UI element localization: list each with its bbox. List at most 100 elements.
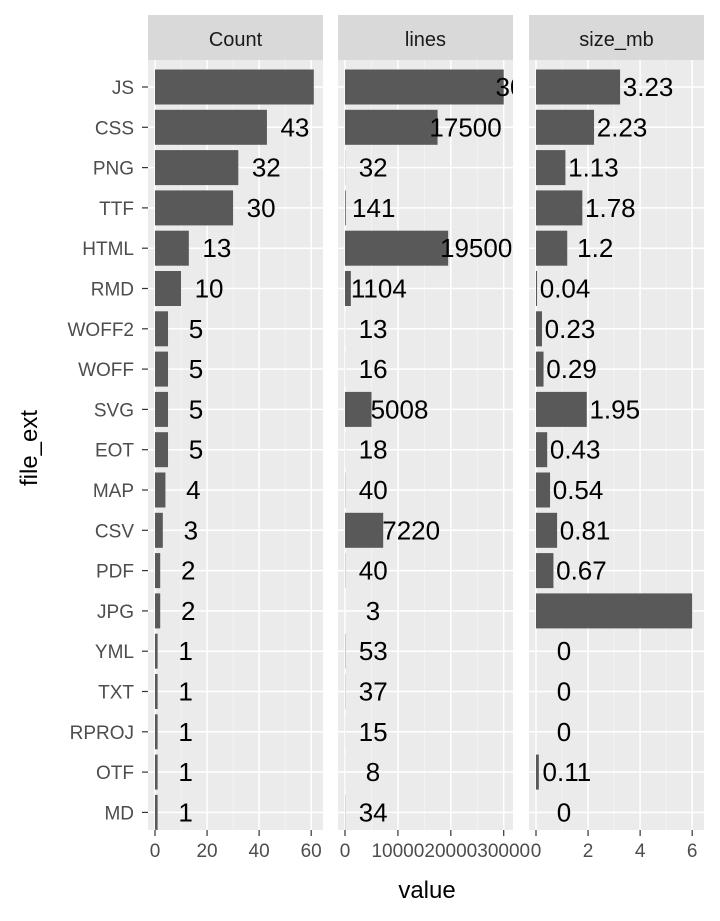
data-label-eot: 18 (359, 435, 388, 465)
category-label-jpg: JPG (97, 602, 134, 623)
data-label-woff2: 13 (359, 314, 388, 344)
panel-lines: lines30000175003214119500110413165008184… (338, 15, 568, 862)
data-label-otf: 1 (178, 757, 192, 787)
category-label-svg: SVG (94, 400, 134, 421)
x-tick-label: 6 (687, 841, 698, 862)
bar-pdf (155, 553, 161, 589)
strip-background (148, 15, 323, 60)
data-label-pdf: 40 (359, 556, 388, 586)
bar-html (155, 230, 189, 266)
data-label-svg: 1.95 (589, 394, 640, 424)
x-tick-label: 60 (301, 841, 322, 862)
panel-Count: Count61433230131055554322111110204060 (148, 15, 323, 862)
category-label-png: PNG (93, 159, 134, 180)
bar-jpg (536, 593, 693, 629)
chart-panels: Count61433230131055554322111110204060lin… (148, 15, 704, 862)
x-tick-label: 20000 (424, 841, 477, 862)
panel-background (148, 60, 323, 830)
x-axis-title: value (398, 877, 455, 904)
data-label-pdf: 2 (181, 556, 195, 586)
category-label-html: HTML (82, 239, 134, 260)
data-label-otf: 8 (366, 757, 380, 787)
x-tick-label: 40 (249, 841, 270, 862)
bar-woff (155, 351, 169, 387)
category-label-yml: YML (95, 642, 134, 663)
bar-ttf (536, 190, 583, 226)
category-label-csv: CSV (95, 521, 134, 542)
data-label-yml: 1 (178, 636, 192, 666)
x-tick-label: 20 (196, 841, 217, 862)
data-label-png: 32 (359, 153, 388, 183)
data-label-yml: 53 (359, 636, 388, 666)
data-label-html: 19500 (440, 233, 512, 263)
data-label-ttf: 141 (352, 193, 395, 223)
bar-css (536, 109, 595, 145)
data-label-rmd: 0.04 (540, 274, 591, 304)
category-label-map: MAP (93, 481, 134, 502)
data-label-js: 30000 (496, 72, 568, 102)
bar-html (345, 230, 449, 266)
x-tick-label: 4 (635, 841, 646, 862)
data-label-rproj: 15 (359, 717, 388, 747)
bar-pdf (536, 553, 554, 589)
data-label-map: 4 (186, 475, 200, 505)
data-label-jpg: 3 (366, 596, 380, 626)
x-tick-label: 0 (150, 841, 161, 862)
strip-label: Count (209, 29, 263, 51)
x-tick-label: 30000 (477, 841, 530, 862)
data-label-png: 1.13 (568, 153, 619, 183)
bar-js (155, 69, 314, 105)
strip-background (529, 15, 704, 60)
category-label-rmd: RMD (91, 280, 134, 301)
category-label-woff2: WOFF2 (68, 320, 135, 341)
data-label-yml: 0 (557, 636, 571, 666)
category-label-pdf: PDF (96, 562, 134, 583)
bar-md (155, 794, 158, 830)
bar-js (345, 69, 504, 105)
data-label-md: 1 (178, 797, 192, 827)
category-label-eot: EOT (95, 441, 134, 462)
bar-svg (155, 391, 169, 427)
bar-csv (155, 512, 163, 548)
x-tick-label: 2 (583, 841, 594, 862)
category-label-css: CSS (95, 118, 134, 139)
bar-eot (155, 432, 169, 468)
data-label-woff: 0.29 (546, 354, 597, 384)
data-label-js: 3.23 (623, 72, 674, 102)
category-label-ttf: TTF (99, 199, 134, 220)
data-label-pdf: 0.67 (556, 556, 607, 586)
panel-plot-area: 3000017500321411950011041316500818407220… (338, 60, 568, 830)
data-label-ttf: 1.78 (585, 193, 636, 223)
data-label-svg: 5008 (371, 394, 429, 424)
bar-css (155, 109, 267, 145)
bar-csv (345, 512, 384, 548)
category-label-otf: OTF (96, 763, 134, 784)
bar-yml (155, 633, 158, 669)
data-label-png: 32 (252, 153, 281, 183)
bar-txt (155, 674, 158, 709)
panel-size-mb: size_mb 3.23 2.23 1.13 1.78 1.2 0.04 0.23 0.29 1.… (529, 15, 704, 862)
data-label-woff2: 5 (189, 314, 203, 344)
data-label-css: 17500 (429, 112, 501, 142)
bar-otf (536, 754, 539, 790)
x-tick-label: 0 (531, 841, 542, 862)
data-label-css: 43 (280, 112, 309, 142)
data-label-md: 34 (359, 797, 388, 827)
category-label-txt: TXT (98, 683, 134, 704)
panel-plot-area: 3.23 2.23 1.13 1.78 1.2 0.04 0.23 0.29 1.95 0.43 0… (529, 60, 704, 830)
category-axis: JS CSS PNG TTF HTML RMD WOFF2 WOFF SVG EOT MAP CSV P… (68, 78, 148, 824)
bar-ttf (155, 190, 234, 226)
data-label-eot: 5 (189, 435, 203, 465)
bar-js (536, 69, 621, 105)
bar-jpg (155, 593, 161, 629)
bar-otf (155, 754, 158, 790)
bar-svg (536, 391, 587, 427)
data-label-map: 40 (359, 475, 388, 505)
panel-plot-area: 6143323013105555432211111 (148, 60, 323, 830)
data-label-ttf: 30 (247, 193, 276, 223)
data-label-txt: 37 (359, 677, 388, 707)
data-label-csv: 3 (184, 515, 198, 545)
strip-label: lines (405, 29, 446, 51)
bar-html (536, 230, 568, 266)
